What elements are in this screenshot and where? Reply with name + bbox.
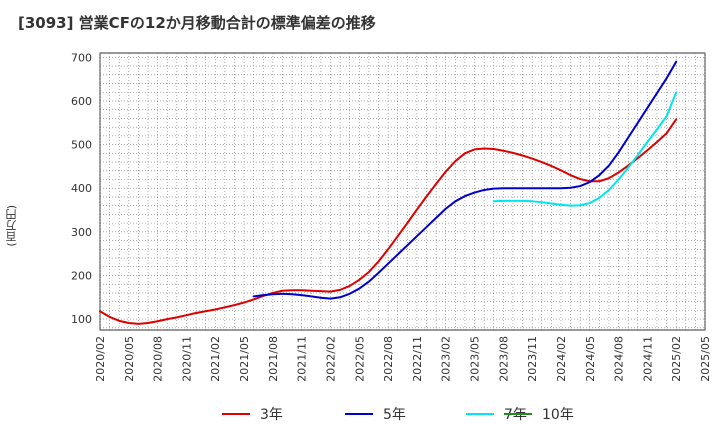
y-axis-ticks: 100 200 300 400 500 600 700	[71, 51, 92, 326]
x-axis-ticks: 2020/02 2020/05 2020/08 2020/11 2021/02 2021/…	[94, 336, 712, 382]
chart-title: [3093] 営業CFの12か月移動合計の標準偏差の推移	[18, 14, 376, 32]
y-tick-label: 600	[71, 95, 92, 108]
x-tick-label: 2021/02	[209, 336, 222, 382]
x-tick-label: 2024/02	[555, 336, 568, 382]
x-tick-label: 2021/11	[296, 336, 309, 382]
x-tick-label: 2022/05	[353, 336, 366, 382]
x-tick-label: 2020/05	[123, 336, 136, 382]
series-line-2	[252, 60, 678, 300]
x-tick-label: 2020/08	[152, 336, 165, 382]
y-tick-label: 400	[71, 182, 92, 195]
y-tick-label: 500	[71, 139, 92, 152]
x-tick-label: 2025/05	[699, 336, 712, 382]
x-tick-label: 2023/02	[440, 336, 453, 382]
y-tick-label: 100	[71, 313, 92, 326]
plot-area	[99, 52, 706, 331]
x-tick-label: 2023/05	[469, 336, 482, 382]
x-tick-label: 2022/02	[324, 336, 337, 382]
x-tick-label: 2022/11	[411, 336, 424, 382]
x-tick-label: 2023/08	[497, 336, 510, 382]
series-lines	[99, 60, 678, 325]
legend: 3年5年7年10年	[222, 407, 574, 423]
x-tick-label: 2020/02	[94, 336, 107, 382]
y-tick-label: 700	[71, 51, 92, 64]
x-tick-label: 2025/02	[670, 336, 683, 382]
x-tick-label: 2023/11	[526, 336, 539, 382]
legend-label-1: 3年	[260, 407, 283, 423]
x-tick-label: 2020/11	[180, 336, 193, 382]
x-tick-label: 2022/08	[382, 336, 395, 382]
series-line-3	[492, 91, 678, 207]
x-tick-label: 2024/05	[584, 336, 597, 382]
x-tick-label: 2021/08	[267, 336, 280, 382]
y-tick-label: 300	[71, 226, 92, 239]
legend-label-2: 5年	[383, 407, 406, 423]
legend-label-4: 10年	[542, 407, 574, 423]
x-tick-label: 2021/05	[238, 336, 251, 382]
series-line-1	[99, 118, 678, 325]
x-tick-label: 2024/08	[613, 336, 626, 382]
x-tick-label: 2024/11	[641, 336, 654, 382]
y-tick-label: 200	[71, 269, 92, 282]
